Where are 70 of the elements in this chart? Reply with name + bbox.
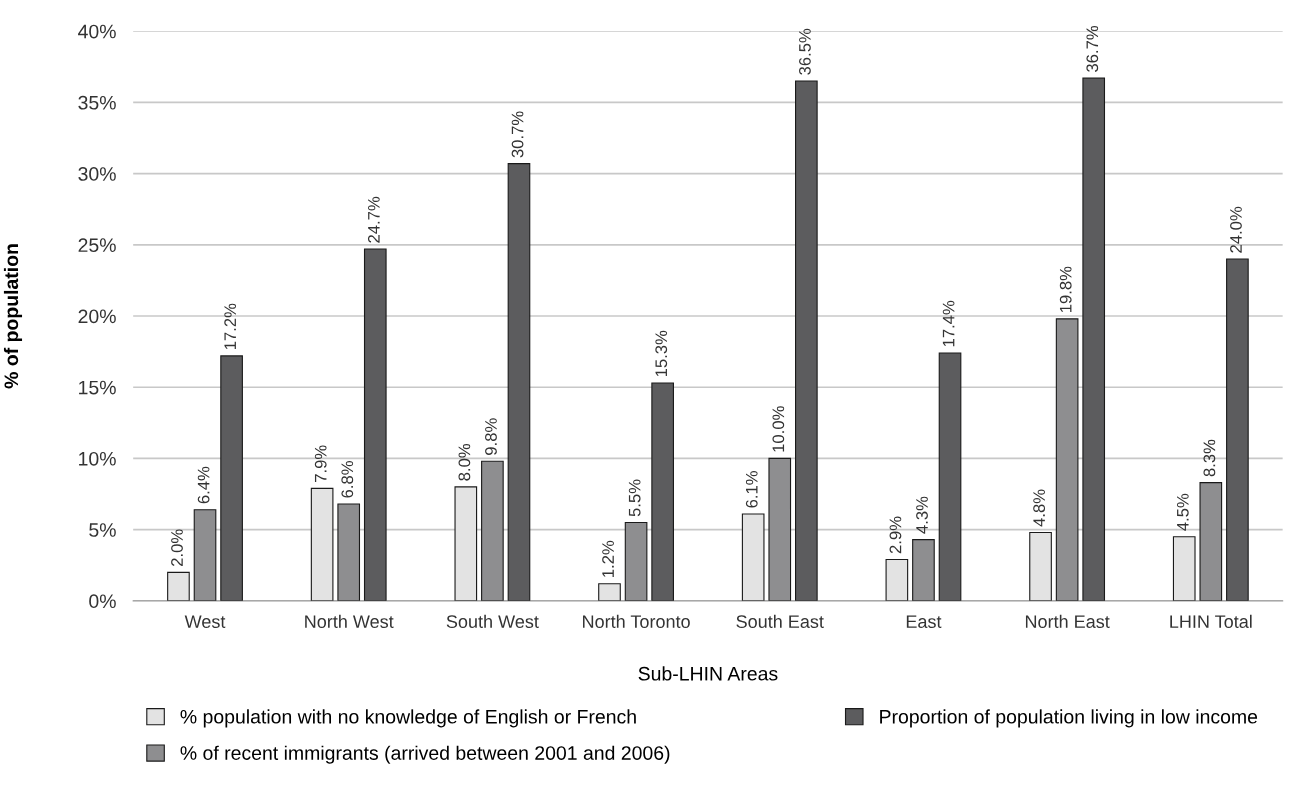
y-tick-label: 25% — [78, 238, 116, 253]
data-label: 6.1% — [745, 471, 758, 508]
x-tick-label: LHIN Total — [1170, 614, 1252, 628]
bar — [741, 513, 765, 601]
data-label: 6.4% — [197, 466, 210, 504]
data-label: 4.3% — [916, 496, 928, 534]
data-label: 2.0% — [171, 529, 183, 566]
bar — [885, 558, 909, 601]
y-tick-label: 5% — [89, 523, 116, 537]
data-label: 36.7% — [1086, 25, 1099, 72]
x-tick-label: West — [184, 615, 226, 628]
bar — [795, 80, 818, 601]
x-tick-label: South West — [446, 614, 539, 628]
bar — [624, 521, 648, 601]
bar — [363, 248, 387, 601]
y-tick-label: 40% — [78, 24, 116, 39]
bar — [310, 487, 334, 601]
y-tick-label: 15% — [79, 380, 116, 395]
legend-label: Proportion of population living in low income — [880, 709, 1258, 728]
data-label: 1.2% — [602, 540, 614, 577]
bar — [1199, 482, 1223, 601]
y-tick-label: 0% — [89, 594, 116, 609]
bar — [651, 382, 674, 601]
bar — [337, 503, 361, 601]
bar — [768, 457, 792, 601]
data-label: 8.0% — [458, 443, 471, 481]
x-tick-label: East — [906, 615, 942, 628]
data-label: 7.9% — [314, 445, 327, 482]
data-label: 5.5% — [628, 479, 641, 517]
data-label: 6.8% — [341, 461, 354, 498]
y-axis-title: % of population — [3, 244, 23, 389]
data-label: 24.0% — [1230, 206, 1242, 253]
data-label: 9.8% — [485, 418, 497, 455]
bar — [193, 509, 217, 601]
y-tick-label: 10% — [79, 451, 116, 466]
legend-label: % of recent immigrants (arrived between 2001 and 2006) — [180, 745, 670, 764]
x-axis-title: Sub-LHIN Areas — [638, 666, 778, 681]
data-label: 2.9% — [889, 516, 902, 554]
y-tick-label: 35% — [78, 95, 116, 110]
bar — [1226, 258, 1249, 601]
data-label: 24.7% — [367, 196, 380, 243]
data-label: 15.3% — [655, 330, 668, 377]
bar — [938, 352, 962, 601]
bar — [1172, 536, 1196, 601]
x-tick-label: North Toronto — [583, 614, 690, 628]
bar — [167, 571, 190, 601]
data-label: 4.8% — [1033, 489, 1046, 527]
data-label: 30.7% — [511, 111, 524, 158]
bar — [1055, 318, 1079, 601]
legend-label: % population with no knowledge of English or French — [180, 709, 636, 728]
bar — [481, 460, 504, 601]
bar — [598, 583, 621, 601]
bar — [220, 355, 243, 601]
bar — [1029, 531, 1052, 601]
x-tick-label: North West — [305, 614, 394, 628]
bar — [454, 486, 478, 601]
bar — [1082, 77, 1106, 601]
x-tick-label: South East — [736, 614, 824, 628]
y-tick-label: 30% — [78, 167, 116, 181]
data-label: 8.3% — [1203, 439, 1216, 477]
data-label: 17.4% — [942, 300, 955, 347]
data-label: 36.5% — [799, 28, 811, 75]
bar — [912, 539, 935, 601]
bar — [507, 163, 531, 601]
data-label: 4.5% — [1176, 493, 1189, 531]
y-tick-label: 20% — [78, 309, 116, 324]
data-label: 17.2% — [224, 303, 237, 350]
x-tick-label: North East — [1025, 614, 1110, 628]
data-label: 19.8% — [1059, 266, 1072, 313]
data-label: 10.0% — [772, 406, 785, 452]
